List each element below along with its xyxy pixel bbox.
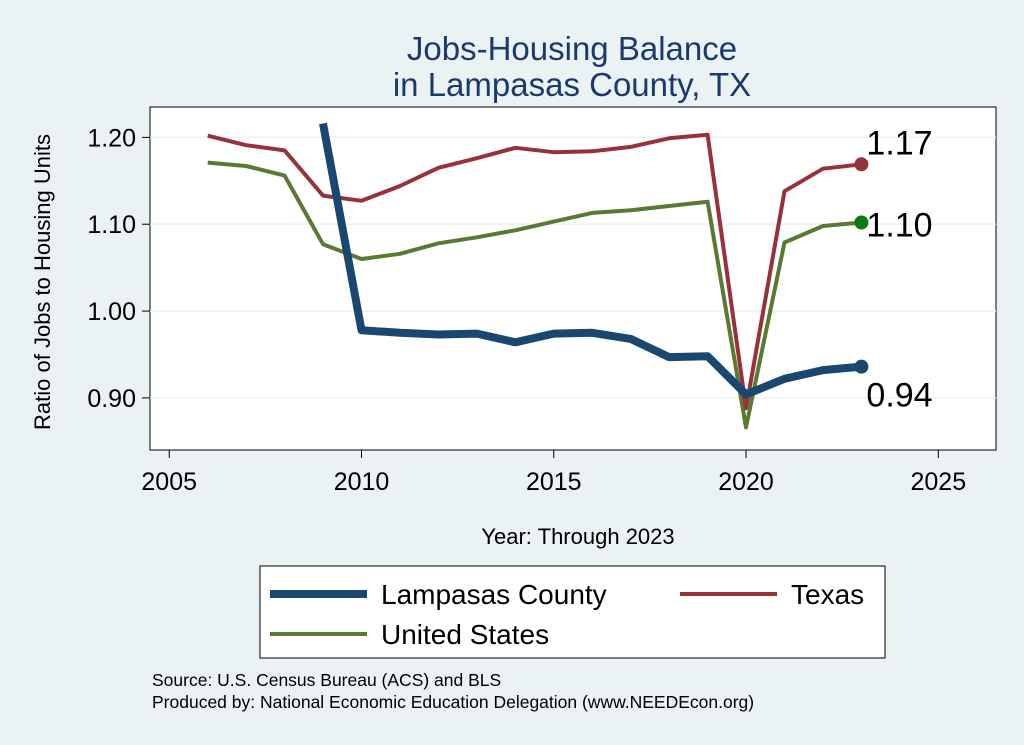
y-tick-label: 1.10 [87, 211, 136, 239]
y-tick-label: 1.20 [87, 124, 136, 152]
end-label-united-states: 1.10 [866, 206, 932, 244]
x-tick-label: 2020 [718, 468, 774, 496]
endpoint-marker-lampasas-county [854, 359, 869, 374]
series-line-texas [207, 132, 862, 411]
y-tick-label: 1.00 [87, 298, 136, 326]
producer-line: Produced by: National Economic Education… [152, 692, 754, 712]
end-label-texas: 1.17 [866, 124, 932, 162]
x-tick-label: 2010 [334, 468, 390, 496]
legend-box [259, 565, 886, 659]
chart-title-line-2: in Lampasas County, TX [393, 66, 751, 103]
chart-title-line-1: Jobs-Housing Balance [407, 30, 737, 67]
axes: 0.90 1.00 1.10 1.20 2005 2010 2015 2020 2025 [87, 124, 966, 496]
y-tick-label: 0.90 [87, 385, 136, 413]
series-layer [207, 122, 862, 430]
end-label-lampasas-county: 0.94 [866, 377, 932, 415]
source-line: Source: U.S. Census Bureau (ACS) and BLS [152, 670, 501, 690]
series-endpoints: 1.10 1.17 0.94 [854, 124, 933, 415]
legend-label-texas: Texas [791, 579, 864, 610]
legend: Lampasas County Texas United States [259, 565, 886, 659]
series-line-lampasas-county [319, 122, 862, 399]
legend-label-lampasas-county: Lampasas County [381, 579, 607, 610]
x-axis-label: Year: Through 2023 [481, 524, 674, 549]
legend-items: Lampasas County Texas United States [270, 579, 864, 650]
endpoint-marker-united-states [854, 215, 869, 230]
endpoint-marker-texas [854, 157, 869, 172]
x-tick-label: 2005 [141, 468, 197, 496]
gridlines [150, 136, 996, 399]
legend-label-united-states: United States [381, 619, 549, 650]
series-line-united-states [207, 160, 862, 430]
x-tick-label: 2025 [911, 468, 967, 496]
x-tick-label: 2015 [526, 468, 582, 496]
y-axis-label: Ratio of Jobs to Housing Units [30, 134, 55, 430]
